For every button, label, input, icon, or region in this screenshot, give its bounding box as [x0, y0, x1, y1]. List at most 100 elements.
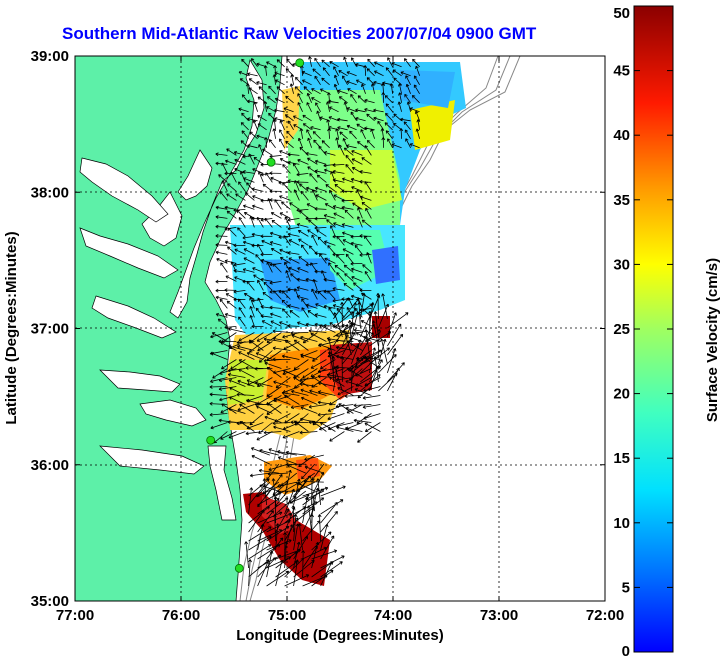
- velocity-arrow: [252, 119, 258, 130]
- velocity-arrow: [256, 216, 264, 228]
- velocity-arrow: [355, 79, 366, 86]
- velocity-arrow: [357, 216, 363, 228]
- velocity-arrow: [415, 65, 420, 76]
- velocity-arrow: [252, 168, 264, 174]
- velocity-arrow: [224, 312, 237, 318]
- velocity-arrow: [260, 234, 273, 239]
- velocity-arrow: [320, 523, 329, 551]
- velocity-arrow: [209, 412, 228, 417]
- velocity-arrow: [284, 574, 310, 587]
- velocity-arrow: [318, 343, 336, 351]
- velocity-arrow: [270, 320, 282, 327]
- velocity-arrow: [352, 202, 363, 210]
- velocity-arrow: [233, 208, 246, 213]
- velocity-arrow: [328, 106, 339, 113]
- velocity-arrow: [287, 232, 300, 237]
- velocity-arrow: [304, 454, 324, 461]
- velocity-arrow: [325, 184, 336, 192]
- velocity-arrow: [248, 487, 254, 515]
- velocity-arrow: [364, 271, 372, 282]
- velocity-arrow: [247, 99, 258, 104]
- velocity-arrow: [268, 463, 288, 472]
- velocity-arrow: [249, 472, 270, 478]
- velocity-arrow: [413, 75, 420, 86]
- velocity-arrow: [256, 405, 273, 414]
- velocity-arrow: [397, 83, 402, 94]
- velocity-arrow: [260, 217, 273, 222]
- velocity-arrow: [284, 339, 300, 351]
- velocity-arrow: [246, 379, 264, 387]
- velocity-arrow: [293, 559, 315, 578]
- velocity-arrow: [362, 395, 381, 400]
- velocity-arrow: [351, 311, 360, 338]
- velocity-arrow: [341, 231, 354, 237]
- velocity-arrow: [338, 144, 345, 156]
- velocity-arrow: [225, 275, 237, 282]
- velocity-arrow: [274, 108, 285, 113]
- velocity-arrow: [276, 86, 285, 95]
- velocity-arrow: [229, 396, 246, 405]
- velocity-arrow: [392, 69, 402, 77]
- velocity-arrow: [305, 322, 318, 327]
- velocity-arrow: [311, 471, 325, 497]
- velocity-arrow: [333, 312, 343, 338]
- velocity-arrow: [305, 151, 318, 156]
- velocity-arrow: [277, 456, 297, 465]
- velocity-arrow: [311, 88, 321, 95]
- velocity-arrow: [329, 322, 345, 333]
- velocity-arrow: [238, 217, 246, 228]
- velocity-arrow: [266, 497, 289, 515]
- velocity-arrow: [273, 397, 291, 405]
- velocity-arrow: [266, 96, 276, 104]
- velocity-arrow: [373, 70, 384, 77]
- velocity-arrow: [354, 244, 363, 255]
- velocity-arrow: [364, 126, 375, 131]
- map-title: Southern Mid-Atlantic Raw Velocities 200…: [62, 24, 537, 43]
- velocity-arrow: [360, 374, 381, 392]
- velocity-arrow: [314, 159, 327, 165]
- velocity-arrow: [284, 261, 291, 273]
- velocity-arrow: [300, 353, 318, 360]
- velocity-arrow: [333, 311, 354, 329]
- velocity-arrow: [293, 514, 298, 542]
- velocity-arrow: [323, 277, 336, 282]
- velocity-arrow: [353, 403, 372, 408]
- velocity-arrow: [364, 98, 375, 104]
- velocity-arrow: [284, 216, 291, 228]
- velocity-arrow: [381, 83, 385, 94]
- velocity-arrow: [243, 257, 255, 264]
- velocity-arrow: [326, 101, 330, 112]
- velocity-arrow: [256, 134, 267, 140]
- velocity-arrow: [342, 357, 364, 374]
- velocity-arrow: [398, 92, 402, 103]
- y-tick-label: 36:00: [31, 457, 69, 474]
- velocity-arrow: [289, 310, 300, 318]
- velocity-arrow: [262, 148, 273, 156]
- velocity-arrow: [289, 83, 294, 94]
- velocity-arrow: [350, 93, 357, 104]
- velocity-arrow: [335, 404, 354, 409]
- velocity-arrow: [347, 319, 352, 346]
- velocity-arrow: [317, 514, 322, 542]
- velocity-arrow: [333, 212, 345, 219]
- velocity-arrow: [251, 204, 264, 210]
- velocity-arrow: [275, 496, 296, 515]
- velocity-arrow: [282, 431, 300, 439]
- velocity-arrow: [238, 351, 255, 360]
- velocity-arrow: [271, 220, 282, 228]
- velocity-arrow: [301, 70, 312, 77]
- velocity-arrow: [315, 102, 321, 112]
- velocity-arrow: [273, 380, 291, 387]
- velocity-arrow: [369, 359, 383, 383]
- velocity-arrow: [355, 63, 366, 68]
- velocity-arrow: [296, 223, 309, 228]
- grid-lines: [75, 56, 605, 601]
- velocity-arrow: [361, 202, 372, 210]
- velocity-arrow: [278, 180, 291, 185]
- velocity-arrow: [320, 535, 335, 560]
- velocity-arrow: [285, 450, 306, 456]
- y-tick-label: 35:00: [31, 593, 69, 610]
- velocity-arrow: [247, 117, 258, 122]
- velocity-arrow: [234, 248, 246, 255]
- velocity-arrow: [275, 377, 291, 389]
